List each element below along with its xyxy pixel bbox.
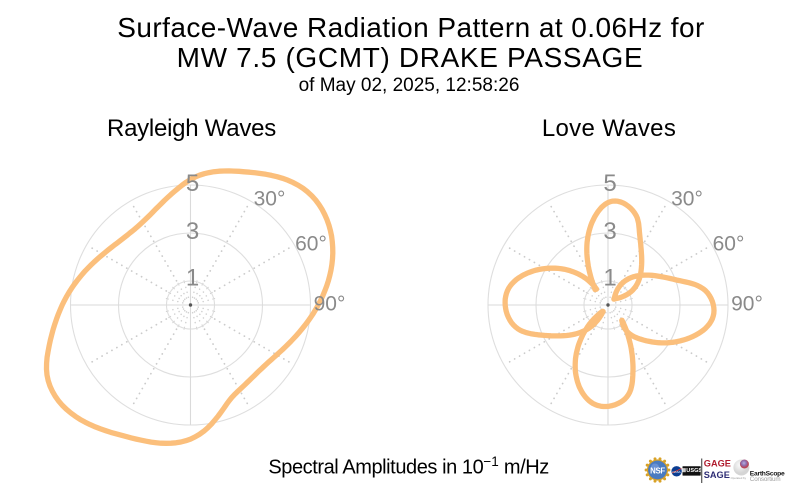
svg-text:3: 3 bbox=[186, 218, 199, 245]
svg-text:SAGE: SAGE bbox=[704, 470, 730, 480]
svg-text:≣USGS: ≣USGS bbox=[682, 464, 703, 474]
svg-text:30°: 30° bbox=[671, 188, 703, 211]
svg-text:EarthScope: EarthScope bbox=[750, 470, 785, 477]
svg-text:GAGE: GAGE bbox=[704, 459, 731, 469]
svg-text:60°: 60° bbox=[713, 233, 745, 256]
svg-text:NASA: NASA bbox=[673, 470, 681, 474]
svg-text:1: 1 bbox=[186, 265, 199, 292]
svg-text:5: 5 bbox=[603, 170, 616, 197]
svg-text:3: 3 bbox=[603, 218, 616, 245]
svg-text:30°: 30° bbox=[254, 188, 286, 211]
svg-text:Operated by: Operated by bbox=[731, 476, 747, 480]
svg-text:90°: 90° bbox=[314, 293, 346, 316]
svg-text:1: 1 bbox=[603, 265, 616, 292]
svg-text:90°: 90° bbox=[731, 293, 763, 316]
svg-text:NSF: NSF bbox=[650, 467, 665, 476]
svg-text:5: 5 bbox=[186, 170, 199, 197]
svg-text:60°: 60° bbox=[295, 233, 327, 256]
svg-text:Consortium: Consortium bbox=[750, 476, 781, 483]
